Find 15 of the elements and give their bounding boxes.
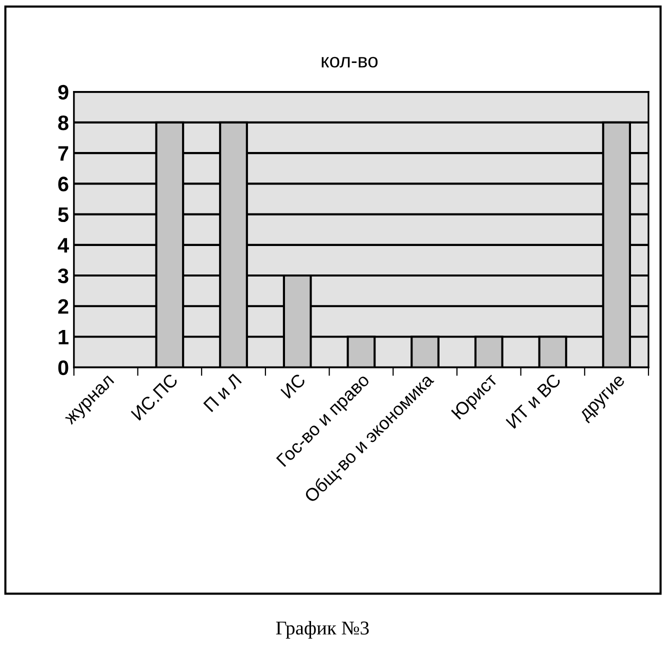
x-tick-label: ИТ и ВС xyxy=(506,372,562,429)
y-tick-label: 5 xyxy=(58,208,68,222)
y-tick-label: 1 xyxy=(58,330,68,344)
y-tick-label: 4 xyxy=(58,238,69,252)
x-tick-label: ИС xyxy=(280,372,306,399)
y-tick-label: 0 xyxy=(58,360,68,376)
y-tick-label: 3 xyxy=(58,268,68,284)
x-tick-label: П и Л xyxy=(203,374,242,412)
text: График №3 xyxy=(276,620,369,639)
chart-title: кол-во xyxy=(322,56,378,68)
y-tick-label: 2 xyxy=(58,299,68,314)
y-tick-label: 7 xyxy=(58,146,68,161)
y-tick-label: 9 xyxy=(58,84,68,100)
y-tick-label: 8 xyxy=(58,115,68,130)
y-tick-label: 6 xyxy=(58,176,68,192)
